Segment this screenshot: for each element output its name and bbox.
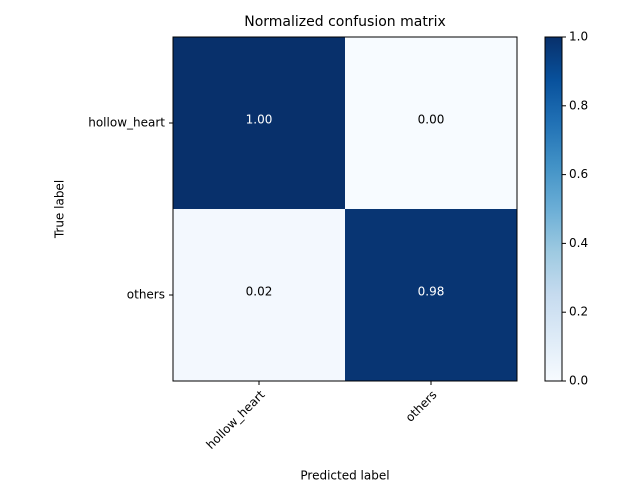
cell-label: 0.00 bbox=[418, 113, 445, 127]
cell-label: 0.02 bbox=[246, 285, 273, 299]
y-axis-label: True label bbox=[53, 180, 67, 239]
colorbar-tick-label: 1.0 bbox=[569, 30, 588, 44]
heatmap-cell bbox=[173, 209, 345, 381]
colorbar bbox=[544, 36, 563, 382]
x-axis-label: Predicted label bbox=[300, 469, 389, 480]
colorbar-tick-label: 0.8 bbox=[569, 98, 588, 112]
y-tick-label: others bbox=[127, 288, 165, 302]
y-tick-label: hollow_heart bbox=[88, 116, 165, 130]
colorbar-tick-label: 0.6 bbox=[569, 167, 588, 181]
cell-label: 1.00 bbox=[246, 113, 273, 127]
heatmap-cell bbox=[173, 37, 345, 209]
cell-label: 0.98 bbox=[418, 285, 445, 299]
colorbar-tick-label: 0.4 bbox=[569, 236, 588, 250]
colorbar-tick-label: 0.2 bbox=[569, 305, 588, 319]
heatmap-cell bbox=[345, 37, 517, 209]
plot-frame bbox=[172, 36, 518, 382]
x-tick-label: hollow_heart bbox=[203, 387, 267, 451]
chart-title: Normalized confusion matrix bbox=[244, 14, 446, 30]
colorbar-tick-label: 0.0 bbox=[569, 374, 588, 388]
x-tick-label: others bbox=[403, 388, 440, 425]
heatmap-cell bbox=[345, 209, 517, 381]
